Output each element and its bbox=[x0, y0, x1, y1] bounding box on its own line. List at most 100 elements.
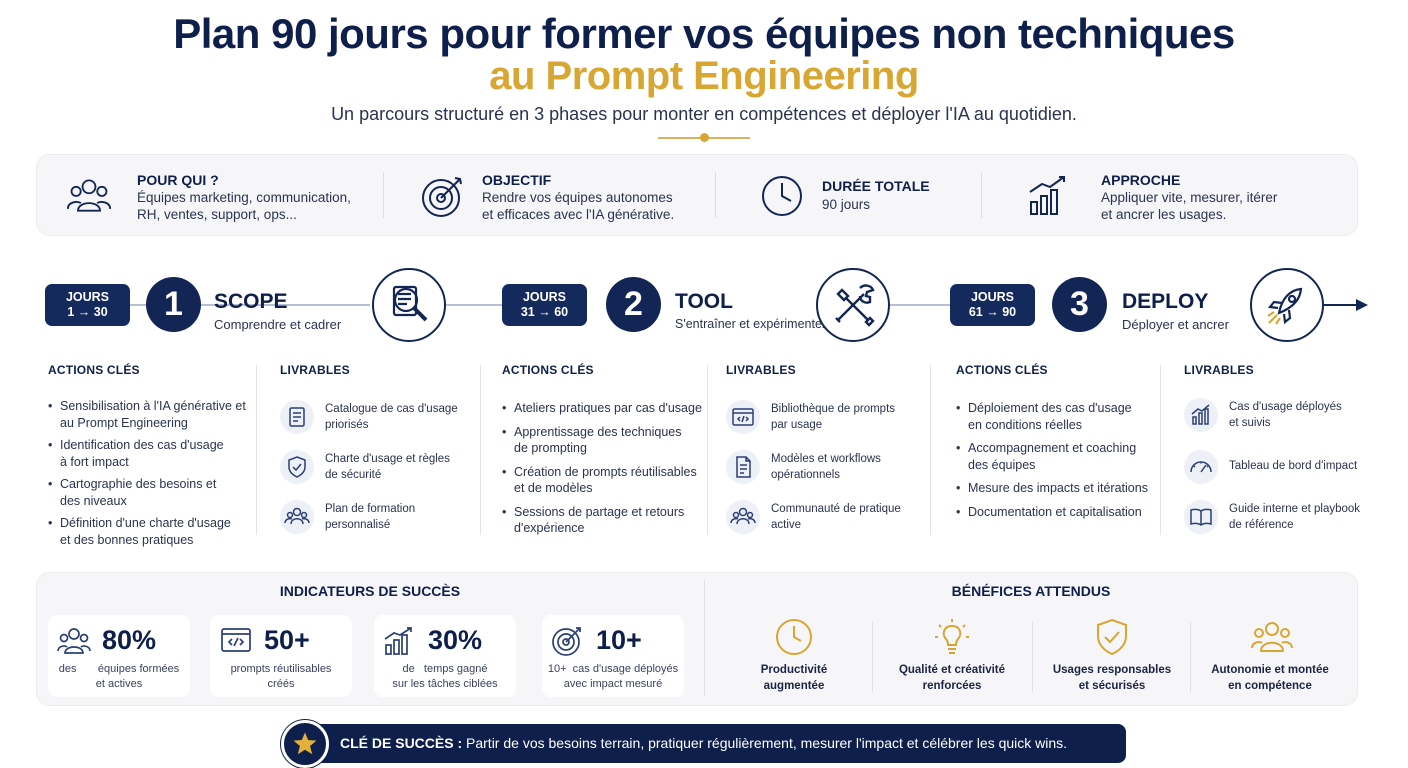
info-text-line1: 90 jours bbox=[822, 197, 871, 212]
kpi-card: 50+ prompts réutilisables créés bbox=[210, 615, 352, 697]
tools-icon bbox=[816, 268, 890, 342]
benefit-separator bbox=[872, 622, 873, 692]
phase-days-badge: JOURS 1 → 30 bbox=[45, 284, 130, 326]
catalog-icon bbox=[280, 400, 314, 434]
deliverable-text: Modèles et workflows opérationnels bbox=[771, 453, 881, 481]
benefit-item: Autonomie et montée en compétence bbox=[1192, 612, 1348, 698]
actions-title: ACTIONS CLÉS bbox=[956, 363, 1048, 377]
deliverable-item: Modèles et workflows opérationnels bbox=[726, 450, 926, 486]
users-icon bbox=[66, 179, 112, 212]
benefit-label: Autonomie et montée en compétence bbox=[1211, 664, 1329, 692]
timeline-connector bbox=[446, 304, 506, 306]
target-icon bbox=[422, 177, 462, 217]
info-title: OBJECTIF bbox=[482, 172, 552, 188]
column-separator bbox=[256, 365, 257, 535]
info-text-line2: et efficaces avec l'IA générative. bbox=[482, 207, 675, 222]
deliverable-text: Cas d'usage déployés et suivis bbox=[1229, 401, 1342, 429]
column-separator bbox=[707, 365, 708, 535]
code-window-icon bbox=[221, 628, 251, 652]
deliverable-text: Guide interne et playbook de référence bbox=[1229, 503, 1361, 531]
shield-check-icon bbox=[280, 450, 314, 484]
info-text-line2: et ancrer les usages. bbox=[1101, 207, 1227, 222]
indicators-title: INDICATEURS DE SUCCÈS bbox=[279, 583, 461, 599]
info-title: POUR QUI ? bbox=[137, 172, 219, 188]
rocket-icon bbox=[1250, 268, 1324, 342]
info-text-line1: Équipes marketing, communication, bbox=[137, 190, 351, 205]
info-text-line1: Appliquer vite, mesurer, itérer bbox=[1101, 190, 1278, 205]
deliverable-text: Catalogue de cas d'usage priorisés bbox=[325, 403, 458, 431]
action-item: Documentation et capitalisation bbox=[956, 504, 1156, 521]
community-icon bbox=[726, 500, 760, 534]
magnifier-document-icon bbox=[372, 268, 446, 342]
phase-days-range: 1 → 30 bbox=[67, 305, 108, 319]
phase-number: 3 bbox=[1052, 277, 1107, 332]
band-divider bbox=[704, 580, 705, 696]
deliverable-text: Plan de formation personnalisé bbox=[325, 503, 416, 531]
phase-days-range: 31 → 60 bbox=[520, 305, 569, 319]
phase-name: SCOPE bbox=[214, 290, 288, 313]
column-separator bbox=[930, 365, 931, 535]
info-separator bbox=[715, 172, 716, 218]
key-success-label: CLÉ DE SUCCÈS : bbox=[340, 735, 463, 751]
benefits-title: BÉNÉFICES ATTENDUS bbox=[951, 583, 1111, 599]
clock-icon bbox=[762, 176, 802, 216]
benefit-item: Productivité augmentée bbox=[716, 612, 872, 698]
phase-days-label: JOURS bbox=[65, 290, 110, 304]
benefit-label: Qualité et créativité renforcées bbox=[898, 664, 1006, 692]
column-separator bbox=[480, 365, 481, 535]
page-subtitle: Un parcours structuré en 3 phases pour m… bbox=[331, 104, 1077, 124]
action-item: Ateliers pratiques par cas d'usage bbox=[502, 400, 712, 417]
target-icon bbox=[552, 627, 581, 656]
phase-subtitle: S'entraîner et expérimenter bbox=[675, 317, 827, 331]
info-text-line2: RH, ventes, support, ops... bbox=[137, 207, 297, 222]
benefit-item: Qualité et créativité renforcées bbox=[874, 612, 1030, 698]
deliverable-item: Communauté de pratique active bbox=[726, 500, 926, 536]
chart-icon bbox=[1029, 176, 1065, 215]
deliverable-item: Bibliothèque de prompts par usage bbox=[726, 400, 926, 436]
kpi-card: 30% de temps gagné sur les tâches ciblées bbox=[374, 615, 516, 697]
chart-icon bbox=[384, 627, 412, 655]
action-item: Mesure des impacts et itérations bbox=[956, 480, 1156, 497]
phase-subtitle: Comprendre et cadrer bbox=[214, 317, 342, 332]
info-band bbox=[36, 154, 1358, 236]
group-icon bbox=[1251, 622, 1293, 652]
phase-days-range: 61 → 90 bbox=[968, 305, 1017, 319]
kpi-card: 80% des équipes formées et actives bbox=[48, 615, 190, 697]
kpi-card: 10+ 10+ cas d'usage déployés avec impact … bbox=[542, 615, 684, 697]
code-window-icon bbox=[726, 400, 760, 434]
deliverable-text: Bibliothèque de prompts par usage bbox=[771, 403, 896, 431]
kpi-label: des équipes formées et actives bbox=[58, 663, 180, 690]
info-title: APPROCHE bbox=[1101, 172, 1181, 188]
group-icon bbox=[280, 500, 314, 534]
document-icon bbox=[726, 450, 760, 484]
deliverable-item: Plan de formation personnalisé bbox=[280, 500, 480, 536]
deliverable-item: Catalogue de cas d'usage priorisés bbox=[280, 400, 480, 436]
phase-days-badge: JOURS 31 → 60 bbox=[502, 284, 587, 326]
benefit-item: Usages responsables et sécurisés bbox=[1034, 612, 1190, 698]
phase-subtitle: Déployer et ancrer bbox=[1122, 317, 1229, 332]
lightbulb-icon bbox=[935, 619, 969, 654]
deliverable-item: Tableau de bord d'impact bbox=[1184, 450, 1384, 486]
deliverable-text: Tableau de bord d'impact bbox=[1229, 460, 1358, 472]
kpi-value: 50+ bbox=[264, 625, 310, 655]
key-success-banner: CLÉ DE SUCCÈS : Partir de vos besoins te… bbox=[300, 724, 1126, 763]
phase-days-label: JOURS bbox=[522, 290, 567, 304]
kpi-label: 10+ cas d'usage déployés avec impact mesu… bbox=[547, 663, 679, 690]
deliverables-title: LIVRABLES bbox=[1184, 363, 1254, 377]
shield-check-icon bbox=[1097, 618, 1127, 656]
page-title-highlight: au Prompt Engineering bbox=[489, 54, 919, 98]
deliverable-text: Charte d'usage et règles de sécurité bbox=[325, 453, 450, 481]
timeline-arrow-icon bbox=[1356, 299, 1368, 311]
kpi-value: 30% bbox=[428, 625, 483, 655]
phase-name: DEPLOY bbox=[1122, 290, 1209, 313]
deliverables-title: LIVRABLES bbox=[726, 363, 796, 377]
bar-chart-icon bbox=[1184, 398, 1218, 432]
deliverable-item: Charte d'usage et règles de sécurité bbox=[280, 450, 480, 486]
kpi-value: 80% bbox=[102, 625, 157, 655]
actions-title: ACTIONS CLÉS bbox=[48, 363, 140, 377]
